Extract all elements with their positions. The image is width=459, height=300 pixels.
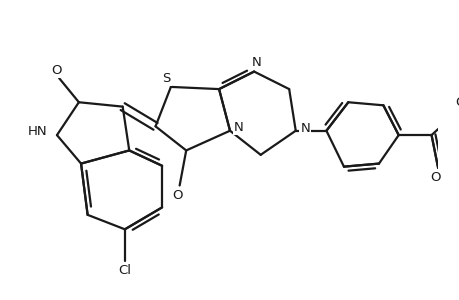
Text: O: O bbox=[51, 64, 62, 77]
Text: N: N bbox=[251, 56, 261, 69]
Text: N: N bbox=[300, 122, 309, 135]
Text: HN: HN bbox=[28, 125, 47, 138]
Text: Cl: Cl bbox=[118, 264, 131, 278]
Text: O: O bbox=[172, 189, 182, 202]
Text: O: O bbox=[454, 96, 459, 109]
Text: O: O bbox=[430, 171, 440, 184]
Text: S: S bbox=[162, 72, 170, 85]
Text: N: N bbox=[234, 121, 243, 134]
